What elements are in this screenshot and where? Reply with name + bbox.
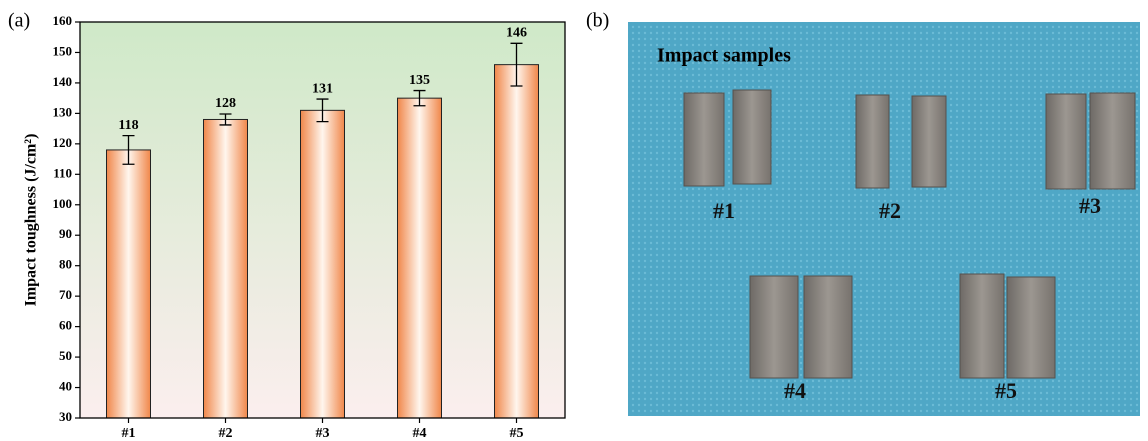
- bar: [107, 150, 151, 418]
- sample-label: #5: [995, 378, 1017, 403]
- figure: (a) (b) Impact toughness (J/cm²) 30 40 50 6…: [0, 0, 1148, 441]
- value-label: 128: [215, 96, 236, 111]
- y-tick-label: 150: [53, 43, 73, 58]
- photo: Impact samples #1 #2 #3 #4 #5: [628, 22, 1140, 416]
- value-label: 135: [409, 73, 430, 88]
- bar: [204, 119, 248, 418]
- sample: [912, 96, 946, 187]
- bar: [301, 110, 345, 418]
- bar: [398, 98, 442, 418]
- panel-label: (a): [8, 10, 30, 32]
- sample-label: #1: [713, 198, 735, 223]
- y-tick-label: 30: [59, 409, 72, 424]
- sample: [1007, 277, 1055, 378]
- sample: [804, 276, 852, 378]
- y-tick-label: 70: [59, 287, 72, 302]
- sample-label: #2: [879, 198, 901, 223]
- panel-label: (b): [586, 10, 609, 32]
- y-axis-title: Impact toughness (J/cm²): [23, 134, 40, 307]
- sample: [750, 276, 798, 378]
- sample: [856, 95, 889, 188]
- value-label: 131: [312, 81, 333, 96]
- y-tick-label: 60: [59, 318, 72, 333]
- y-tick-label: 80: [59, 257, 72, 272]
- sample: [1090, 93, 1135, 189]
- y-tick-label: 110: [53, 165, 72, 180]
- sample: [733, 90, 771, 184]
- y-tick-label: 100: [53, 196, 73, 211]
- y-tick-label: 40: [59, 379, 72, 394]
- x-tick-label: #4: [413, 426, 427, 441]
- sample-label: #3: [1079, 193, 1101, 218]
- y-tick-label: 90: [59, 226, 72, 241]
- value-label: 146: [506, 26, 527, 41]
- x-tick-label: #5: [510, 426, 524, 441]
- x-tick-label: #1: [122, 426, 136, 441]
- photo-title: Impact samples: [657, 45, 791, 67]
- sample-label: #4: [784, 378, 806, 403]
- sample: [684, 93, 724, 186]
- y-tick-label: 140: [53, 74, 73, 89]
- y-tick-label: 160: [53, 13, 73, 28]
- x-tick-label: #2: [219, 426, 233, 441]
- x-tick-label: #3: [316, 426, 330, 441]
- sample: [1046, 94, 1086, 189]
- value-label: 118: [118, 118, 138, 133]
- y-tick-label: 130: [53, 104, 73, 119]
- sample: [960, 274, 1004, 378]
- chart: Impact toughness (J/cm²) 30 40 50 60 70 80 90 1…: [23, 13, 565, 441]
- bar: [495, 65, 539, 418]
- y-tick-label: 50: [59, 348, 72, 363]
- y-tick-label: 120: [53, 135, 73, 150]
